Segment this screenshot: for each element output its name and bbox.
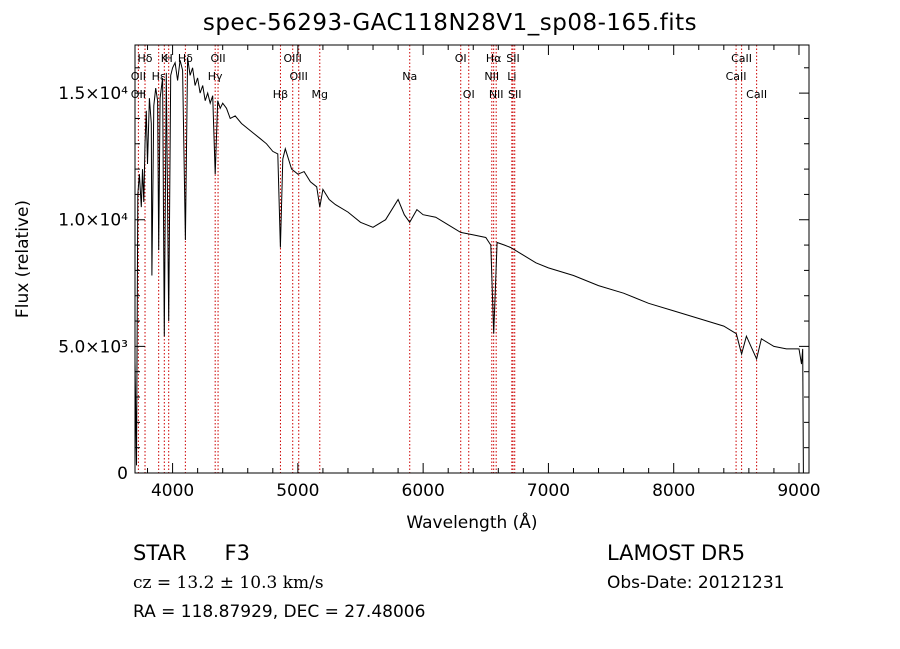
- line-marker-label: OII: [131, 88, 146, 101]
- line-marker-label: OIII: [284, 52, 302, 65]
- x-tick-label: 7000: [527, 481, 570, 501]
- line-marker-label: OI: [455, 52, 467, 65]
- line-marker-label: OII: [131, 70, 146, 83]
- x-axis-ticks: 4000 5000 6000 7000 8000 9000: [147, 45, 821, 501]
- line-marker-label: K: [161, 52, 169, 65]
- line-marker-label: Hγ: [208, 70, 223, 83]
- line-marker-label: Li: [507, 70, 516, 83]
- object-classification: STAR F3: [133, 543, 250, 564]
- line-marker-label: CaII: [746, 88, 767, 101]
- line-marker-label: Hδ: [138, 52, 153, 65]
- x-tick-label: 4000: [151, 481, 194, 501]
- line-marker-label: SII: [508, 88, 521, 101]
- y-tick-label: 5.0×10³: [58, 337, 128, 357]
- line-marker-label: OIII: [290, 70, 308, 83]
- line-marker-label: OI: [463, 88, 475, 101]
- y-tick-label: 1.0×10⁴: [58, 211, 128, 231]
- ra-dec-coordinates: RA = 118.87929, DEC = 27.48006: [133, 602, 426, 622]
- spectral-line-markers: [137, 45, 758, 473]
- line-marker-label: CaII: [731, 52, 752, 65]
- line-marker-label: OII: [210, 52, 225, 65]
- line-marker-label: Hα: [486, 52, 502, 65]
- line-marker-label: Hβ: [273, 88, 288, 101]
- line-marker-label: NII: [484, 70, 499, 83]
- observation-date: Obs-Date: 20121231: [607, 573, 785, 593]
- x-tick-label: 8000: [652, 481, 695, 501]
- chart-title: spec-56293-GAC118N28V1_sp08-165.fits: [202, 10, 698, 36]
- y-axis-ticks: 0 5.0×10³ 1.0×10⁴ 1.5×10⁴: [58, 67, 809, 484]
- spectral-line-labels: Hδ KH Hδ OII OIII OI Hα SII CaII OII Hε Hγ OIII Na NII…: [131, 52, 767, 101]
- line-marker-label: Hε: [152, 70, 166, 83]
- plot-frame: [134, 44, 810, 474]
- line-marker-label: SII: [506, 52, 519, 65]
- redshift-velocity: cz = 13.2 ± 10.3 km/s: [133, 573, 324, 593]
- x-tick-label: 6000: [402, 481, 445, 501]
- object-class: F3: [224, 541, 250, 565]
- y-axis-label: Flux (relative): [13, 200, 33, 318]
- line-marker-label: Na: [402, 70, 417, 83]
- y-tick-label: 1.5×10⁴: [58, 84, 128, 104]
- line-marker-label: H: [165, 52, 173, 65]
- line-marker-label: Mg: [312, 88, 328, 101]
- line-marker-label: NII: [489, 88, 504, 101]
- x-axis-label: Wavelength (Å): [406, 511, 537, 533]
- y-tick-label: 0: [117, 464, 128, 484]
- line-marker-label: Hδ: [178, 52, 193, 65]
- survey-name: LAMOST DR5: [607, 541, 746, 565]
- x-tick-label: 9000: [777, 481, 820, 501]
- spectrum-line: [134, 57, 804, 474]
- x-tick-label: 5000: [276, 481, 319, 501]
- line-marker-label: CaII: [726, 70, 747, 83]
- object-type: STAR: [133, 541, 187, 565]
